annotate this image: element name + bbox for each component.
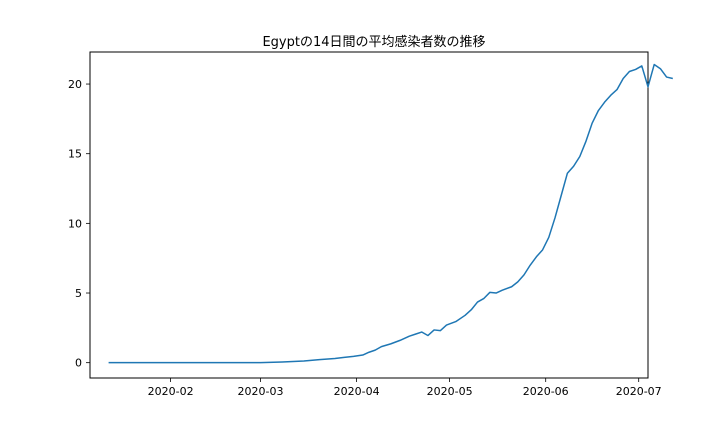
x-tick-label: 2020-02 [148,385,194,398]
chart-title: Egyptの14日間の平均感染者数の推移 [262,34,485,50]
y-tick-label: 0 [75,357,82,370]
plot-area [89,51,649,379]
series-line [108,63,673,364]
x-tick-label: 2020-07 [616,385,662,398]
x-tick-label: 2020-03 [238,385,284,398]
y-tick-label: 15 [68,148,82,161]
x-tick-label: 2020-06 [523,385,569,398]
x-tick-label: 2020-05 [427,385,473,398]
y-axis: 0 5 10 15 20 [68,78,90,370]
y-tick-label: 5 [75,287,82,300]
x-axis: 2020-02 2020-03 2020-04 2020-05 2020-06 2020-… [148,378,662,398]
y-tick-label: 20 [68,78,82,91]
y-tick-label: 10 [68,217,82,230]
x-tick-label: 2020-04 [334,385,380,398]
